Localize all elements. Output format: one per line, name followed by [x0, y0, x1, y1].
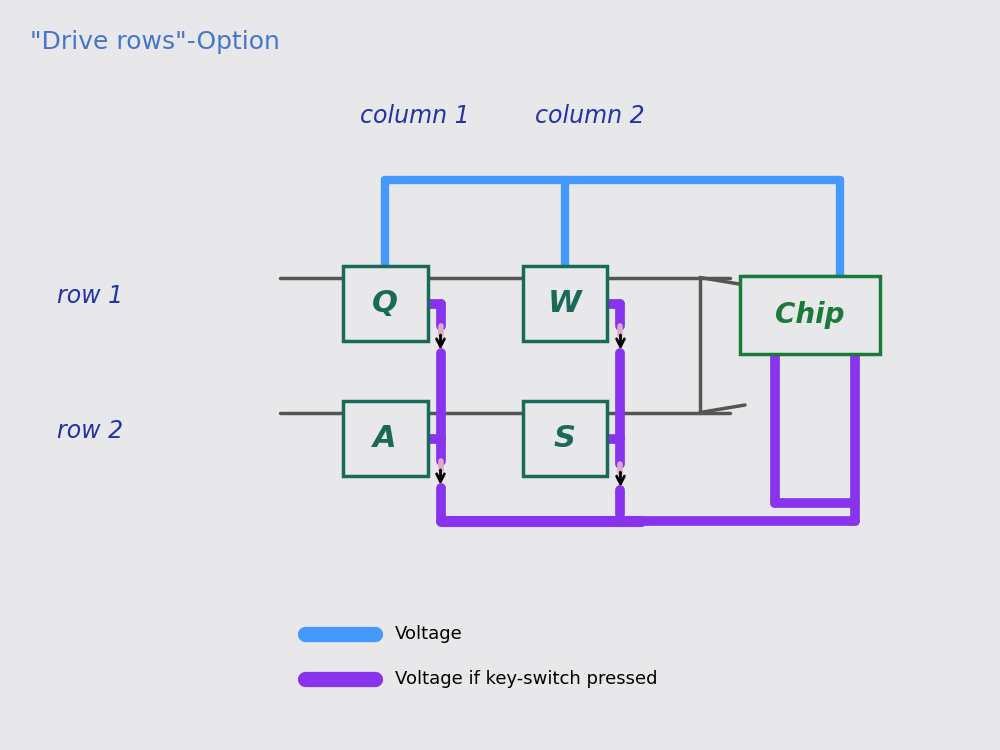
Text: column 1: column 1 — [360, 104, 470, 128]
FancyBboxPatch shape — [522, 401, 607, 476]
Text: "Drive rows"-Option: "Drive rows"-Option — [30, 30, 280, 54]
Text: Voltage if key-switch pressed: Voltage if key-switch pressed — [395, 670, 658, 688]
Text: row 1: row 1 — [57, 284, 123, 308]
Text: Q: Q — [372, 290, 398, 318]
Text: column 2: column 2 — [535, 104, 645, 128]
Text: row 2: row 2 — [57, 419, 123, 443]
Text: Voltage: Voltage — [395, 625, 463, 643]
Text: W: W — [548, 290, 582, 318]
FancyBboxPatch shape — [342, 266, 428, 341]
Text: A: A — [373, 424, 397, 453]
Text: S: S — [554, 424, 576, 453]
FancyBboxPatch shape — [342, 401, 428, 476]
Text: Chip: Chip — [775, 301, 845, 329]
FancyBboxPatch shape — [522, 266, 607, 341]
FancyBboxPatch shape — [740, 276, 880, 355]
